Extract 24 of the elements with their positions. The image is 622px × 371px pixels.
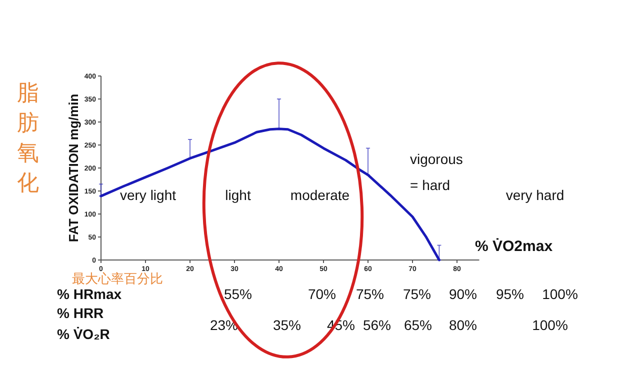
text: 70% [308, 286, 336, 302]
text: 35% [272, 317, 302, 333]
text: 75% [402, 286, 432, 302]
text: 75% [356, 286, 384, 302]
annotation: moderate [290, 187, 350, 203]
text: 55% [224, 286, 252, 302]
text: 95% [496, 286, 524, 302]
text: 56% [362, 317, 392, 333]
text: 100% [532, 317, 568, 333]
x-axis-title: % V̇O2max [475, 238, 554, 255]
y-axis-title: FAT OXIDATION mg/min [66, 94, 81, 242]
text: 65% [404, 317, 432, 333]
text: 100% [542, 286, 578, 302]
annotation: light [225, 187, 251, 203]
text: 脂肪氧化 [17, 80, 39, 195]
text: % V̇O₂R [57, 326, 110, 342]
text: very hard [506, 187, 564, 203]
annotation: very light [120, 187, 176, 203]
text: 90% [448, 286, 478, 302]
annotation: vigorous = hard [410, 151, 463, 193]
text: 最大心率百分比 [72, 271, 163, 286]
text: % HRR [57, 305, 104, 321]
text: % HRmax [57, 286, 122, 302]
text: 80% [448, 317, 478, 333]
